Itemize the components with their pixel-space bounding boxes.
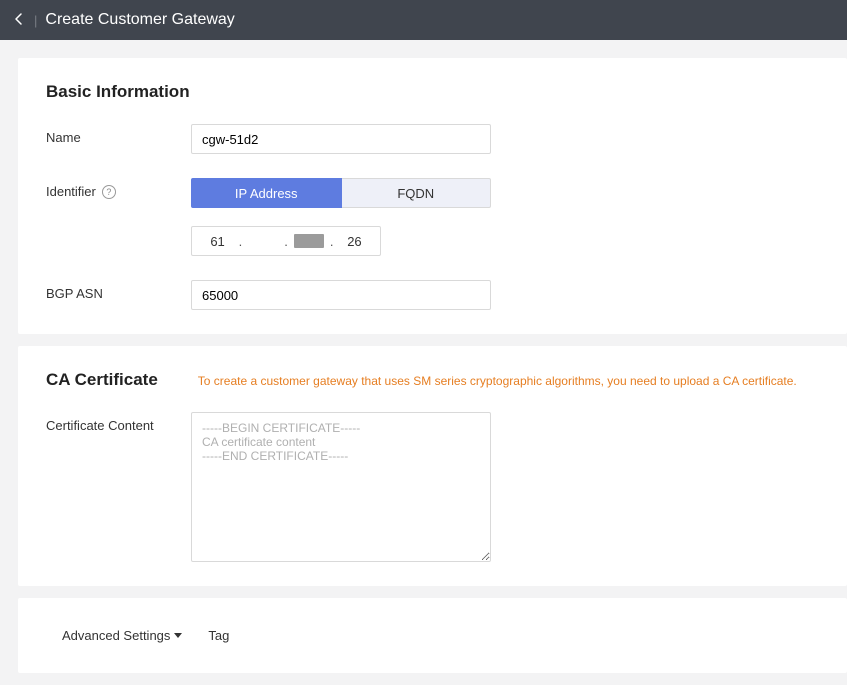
row-name: Name	[46, 124, 819, 154]
identifier-block: IP Address FQDN . . .	[191, 178, 491, 256]
section-title-basic: Basic Information	[46, 82, 819, 102]
ip-octet-4[interactable]	[339, 234, 369, 249]
header-separator: |	[34, 13, 37, 28]
ip-octet-2[interactable]	[248, 234, 278, 249]
row-identifier: Identifier ? IP Address FQDN . . .	[46, 178, 819, 256]
label-name: Name	[46, 124, 191, 145]
ip-input-group: . . .	[191, 226, 381, 256]
chevron-down-icon	[174, 633, 182, 638]
section-title-cert: CA Certificate	[46, 370, 158, 390]
page-title: Create Customer Gateway	[45, 11, 234, 29]
top-bar: | Create Customer Gateway	[0, 0, 847, 40]
ip-dot: .	[284, 234, 288, 249]
label-identifier: Identifier ?	[46, 178, 191, 199]
advanced-toggle[interactable]: Advanced Settings	[62, 628, 182, 643]
row-cert-content: Certificate Content	[46, 412, 819, 562]
ip-dot: .	[239, 234, 243, 249]
cert-hint: To create a customer gateway that uses S…	[198, 374, 797, 388]
label-identifier-text: Identifier	[46, 184, 96, 199]
cert-title-row: CA Certificate To create a customer gate…	[46, 370, 819, 390]
ca-cert-card: CA Certificate To create a customer gate…	[18, 346, 847, 586]
help-icon[interactable]: ?	[102, 185, 116, 199]
row-bgp: BGP ASN	[46, 280, 819, 310]
advanced-row: Advanced Settings Tag	[46, 622, 819, 649]
ip-octet-3[interactable]	[294, 234, 324, 248]
advanced-tag-label: Tag	[208, 628, 229, 643]
identifier-option-fqdn[interactable]: FQDN	[342, 178, 492, 208]
identifier-segmented: IP Address FQDN	[191, 178, 491, 208]
identifier-option-ip[interactable]: IP Address	[191, 178, 342, 208]
ip-octet-1[interactable]	[203, 234, 233, 249]
advanced-toggle-label: Advanced Settings	[62, 628, 170, 643]
advanced-card: Advanced Settings Tag	[18, 598, 847, 673]
label-bgp: BGP ASN	[46, 280, 191, 301]
basic-info-card: Basic Information Name Identifier ? IP A…	[18, 58, 847, 334]
cert-content-textarea[interactable]	[191, 412, 491, 562]
bgp-input[interactable]	[191, 280, 491, 310]
page-body: Basic Information Name Identifier ? IP A…	[0, 40, 847, 673]
ip-dot: .	[330, 234, 334, 249]
label-cert-content: Certificate Content	[46, 412, 191, 433]
name-input[interactable]	[191, 124, 491, 154]
back-icon[interactable]	[14, 12, 30, 29]
